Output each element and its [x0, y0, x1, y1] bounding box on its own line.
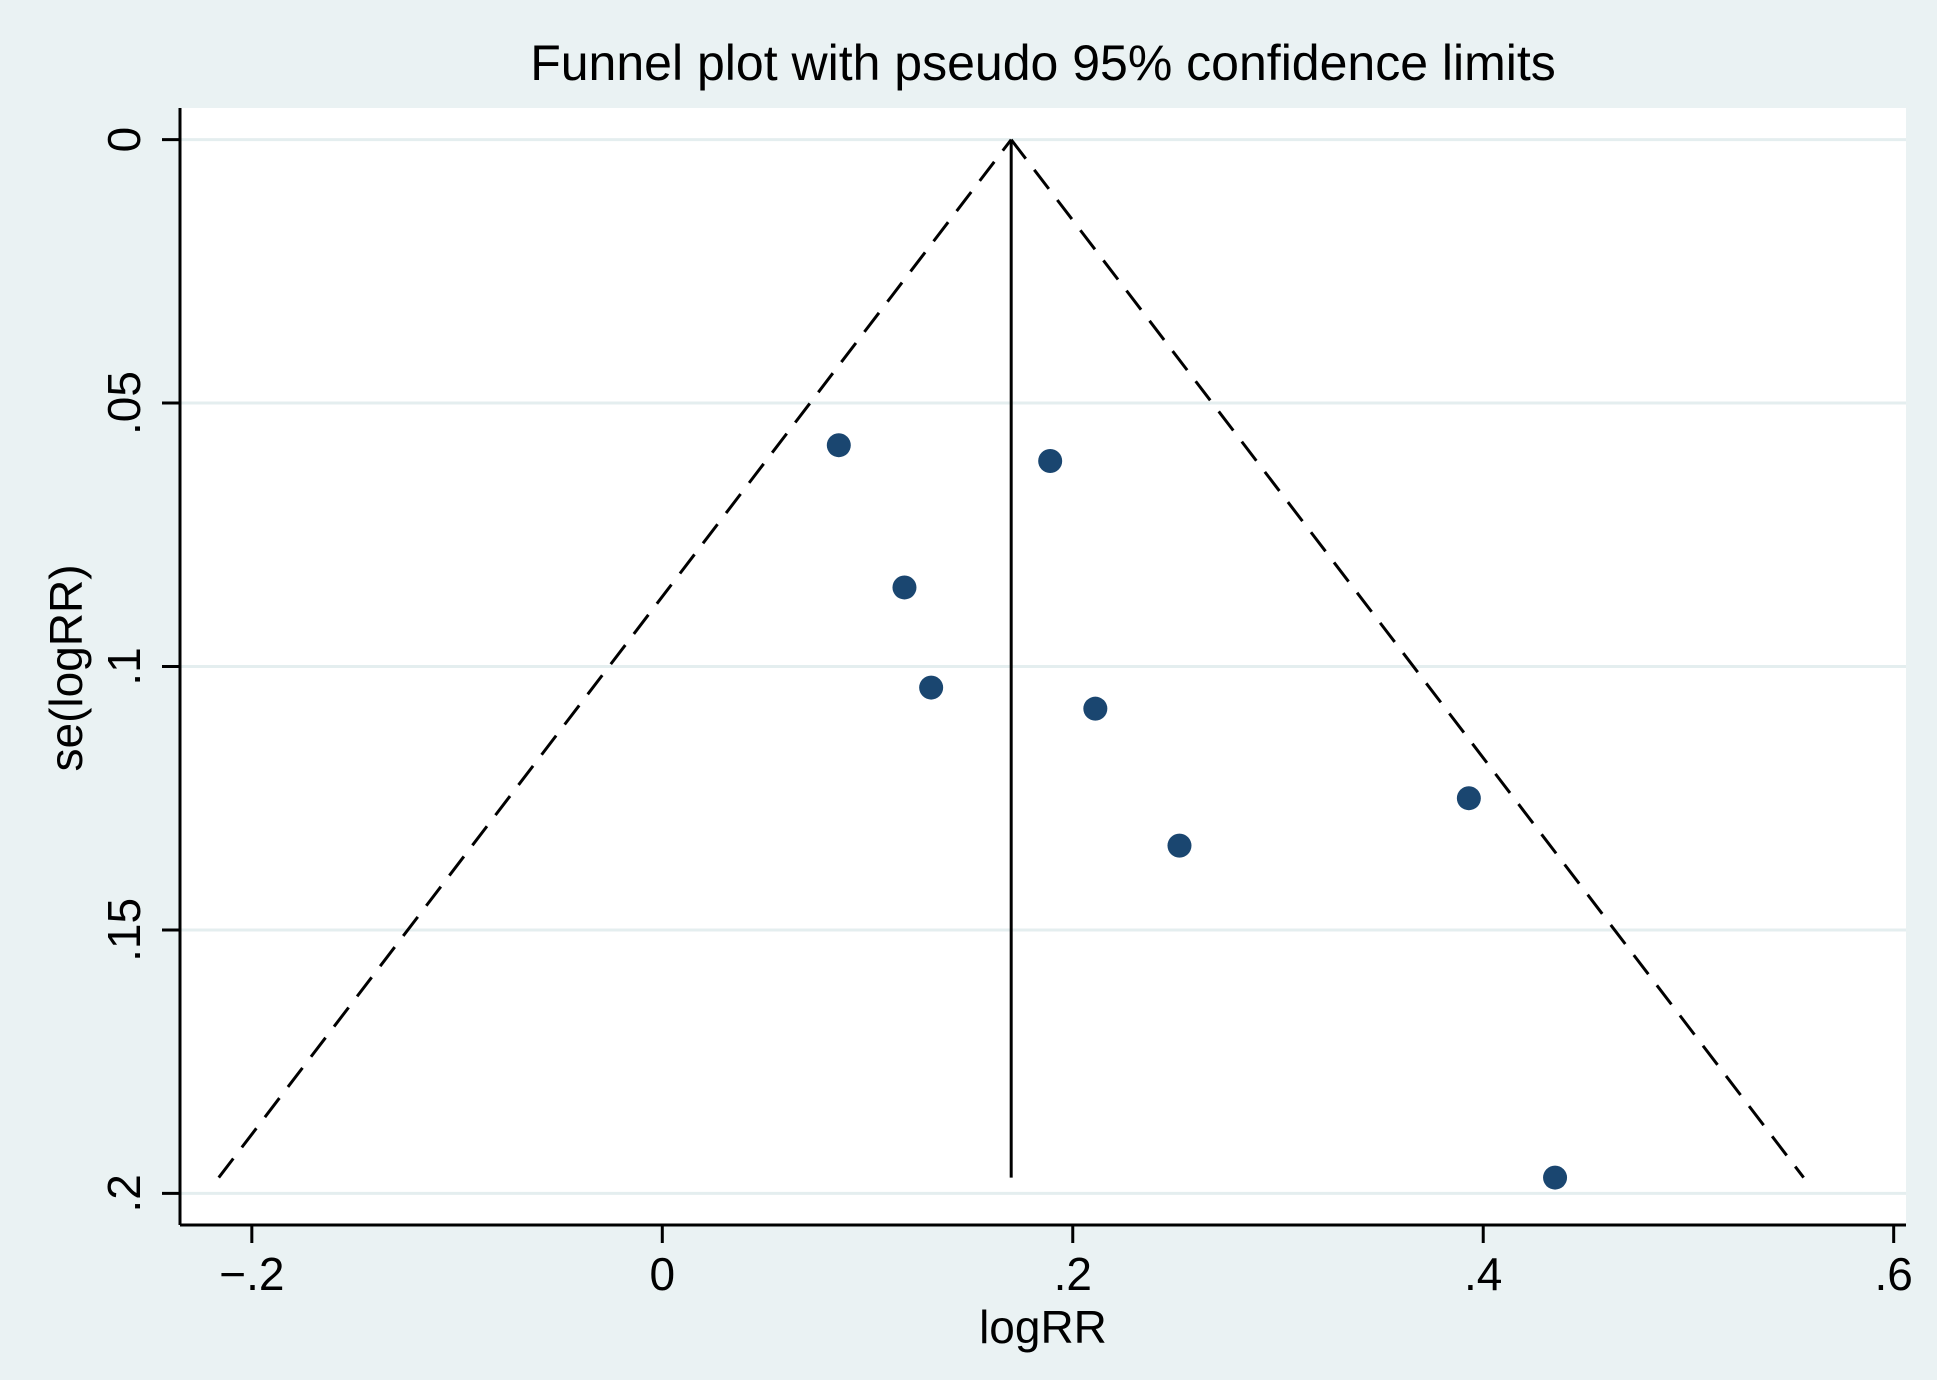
study-point-1 — [1038, 449, 1063, 474]
study-point-5 — [1456, 786, 1481, 811]
x-axis-label: logRR — [979, 1301, 1107, 1353]
x-tick-label-0: −.2 — [219, 1248, 284, 1300]
x-tick-label-4: .6 — [1874, 1248, 1912, 1300]
y-tick-label-1: .05 — [98, 371, 150, 435]
study-point-4 — [1083, 696, 1108, 721]
study-point-3 — [919, 675, 944, 700]
upper-confidence-limit-line — [1009, 138, 1805, 1179]
chart-title: Funnel plot with pseudo 95% confidence l… — [530, 35, 1556, 91]
confidence-funnel — [217, 138, 1805, 1179]
study-points — [826, 433, 1568, 1190]
lower-confidence-limit-line — [217, 138, 1013, 1179]
y-tick-label-3: .15 — [98, 898, 150, 962]
x-tick-label-1: 0 — [649, 1248, 675, 1300]
study-point-7 — [1543, 1165, 1568, 1190]
y-tick-label-2: .1 — [98, 647, 150, 685]
y-axis-label: se(logRR) — [40, 564, 92, 771]
y-tick-label-0: 0 — [98, 127, 150, 153]
gridlines — [180, 138, 1906, 1195]
study-point-2 — [892, 575, 917, 600]
x-tick-label-3: .4 — [1464, 1248, 1502, 1300]
study-point-6 — [1167, 833, 1192, 858]
y-tick-label-4: .2 — [98, 1174, 150, 1212]
study-point-0 — [826, 433, 851, 458]
axes: 0 .05 .1 .15 .2 −.2 0 .2 .4 .6 — [98, 108, 1913, 1300]
x-tick-label-2: .2 — [1054, 1248, 1092, 1300]
